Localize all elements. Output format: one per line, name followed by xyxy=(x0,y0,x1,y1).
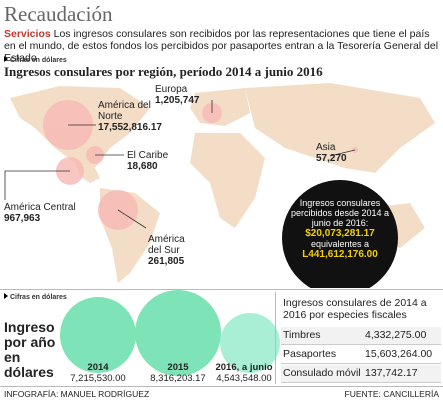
intro-lead: Servicios xyxy=(4,28,51,40)
region-label: América del Sur 261,805 xyxy=(148,234,198,268)
region-name: Europa xyxy=(155,84,188,95)
callout: Ingresos consulares percibidos desde 201… xyxy=(290,198,390,260)
table-cell: Timbres xyxy=(283,329,321,341)
yearly-title: Ingreso por año en dólares xyxy=(4,319,56,380)
leader xyxy=(117,209,147,229)
region-name: América del Norte xyxy=(98,100,151,122)
leader xyxy=(4,170,70,200)
table-cell: Consulado móvil xyxy=(283,367,361,379)
year-value: 4,543,548.00 xyxy=(216,373,272,384)
region-value: 18,680 xyxy=(127,161,158,172)
callout-usd: $20,073,281.17 xyxy=(305,228,375,239)
leaders xyxy=(4,100,356,229)
year: 2016, a junio xyxy=(215,362,273,373)
year-bubble xyxy=(220,313,280,373)
callout-text: Ingresos consulares percibidos desde 201… xyxy=(290,198,390,228)
year-bubble xyxy=(135,290,221,376)
table-cell: 15,603,264.00 xyxy=(365,348,433,360)
divider xyxy=(0,289,443,290)
leader xyxy=(329,149,356,157)
year-label: 2015 8,316,203.17 xyxy=(138,362,218,384)
divider xyxy=(0,386,443,387)
region-value: 1,205,747 xyxy=(155,95,200,106)
asia xyxy=(245,83,435,173)
region-label: Europa 1,205,747 xyxy=(155,84,200,107)
divider xyxy=(275,292,276,384)
title: Recaudación xyxy=(4,2,113,26)
table-row: Consulado móvil 137,742.17 xyxy=(281,365,441,383)
year: 2014 xyxy=(87,362,109,373)
region-label: América Central 967,963 xyxy=(4,202,76,225)
year-label: 2016, a junio 4,543,548.00 xyxy=(206,362,282,384)
units: Cifras en dólares xyxy=(4,293,67,301)
map xyxy=(4,83,435,288)
region-label: Asia 57,270 xyxy=(316,142,347,165)
year-value: 7,215,530.00 xyxy=(70,373,126,384)
region-label: América del Norte 17,552,816.17 xyxy=(98,100,162,134)
region-value: 57,270 xyxy=(316,153,347,164)
region-value: 17,552,816.17 xyxy=(98,122,162,133)
region-name: América del Sur xyxy=(148,234,185,256)
year-bubbles xyxy=(60,290,280,376)
year-value: 8,316,203.17 xyxy=(150,373,206,384)
table-cell: 4,332,275.00 xyxy=(365,329,427,341)
intro: Servicios Los ingresos consulares son re… xyxy=(4,28,440,64)
table-cell: 137,742.17 xyxy=(365,367,418,379)
table-cell: Pasaportes xyxy=(283,348,337,360)
region-label: El Caribe 18,680 xyxy=(127,150,168,173)
callout-circle xyxy=(282,180,398,288)
year-bubble xyxy=(60,297,136,373)
region-value: 261,805 xyxy=(148,256,185,267)
table-row: Timbres 4,332,275.00 xyxy=(281,327,441,345)
region-name: Asia xyxy=(316,142,336,153)
year-label: 2014 7,215,530.00 xyxy=(58,362,138,384)
callout-equiv: equivalentes a xyxy=(310,239,370,249)
region-name: América Central xyxy=(4,202,76,213)
region-name: El Caribe xyxy=(127,150,169,161)
callout-lempiras: L441,612,176.00 xyxy=(302,249,378,260)
credit: INFOGRAFÍA: MANUEL RODRÍGUEZ xyxy=(4,389,150,399)
region-value: 967,963 xyxy=(4,213,41,224)
source: FUENTE: CANCILLERÍA xyxy=(344,389,439,399)
africa xyxy=(190,133,265,228)
map-title: Ingresos consulares por región, período … xyxy=(4,64,323,79)
intro-text: Los ingresos consulares son recibidos po… xyxy=(4,28,439,64)
year: 2015 xyxy=(167,362,189,373)
table-row: Pasaportes 15,603,264.00 xyxy=(281,346,441,364)
table-title: Ingresos consulares de 2014 a 2016 por e… xyxy=(283,297,427,321)
units: Cifras en dólares xyxy=(4,56,67,64)
